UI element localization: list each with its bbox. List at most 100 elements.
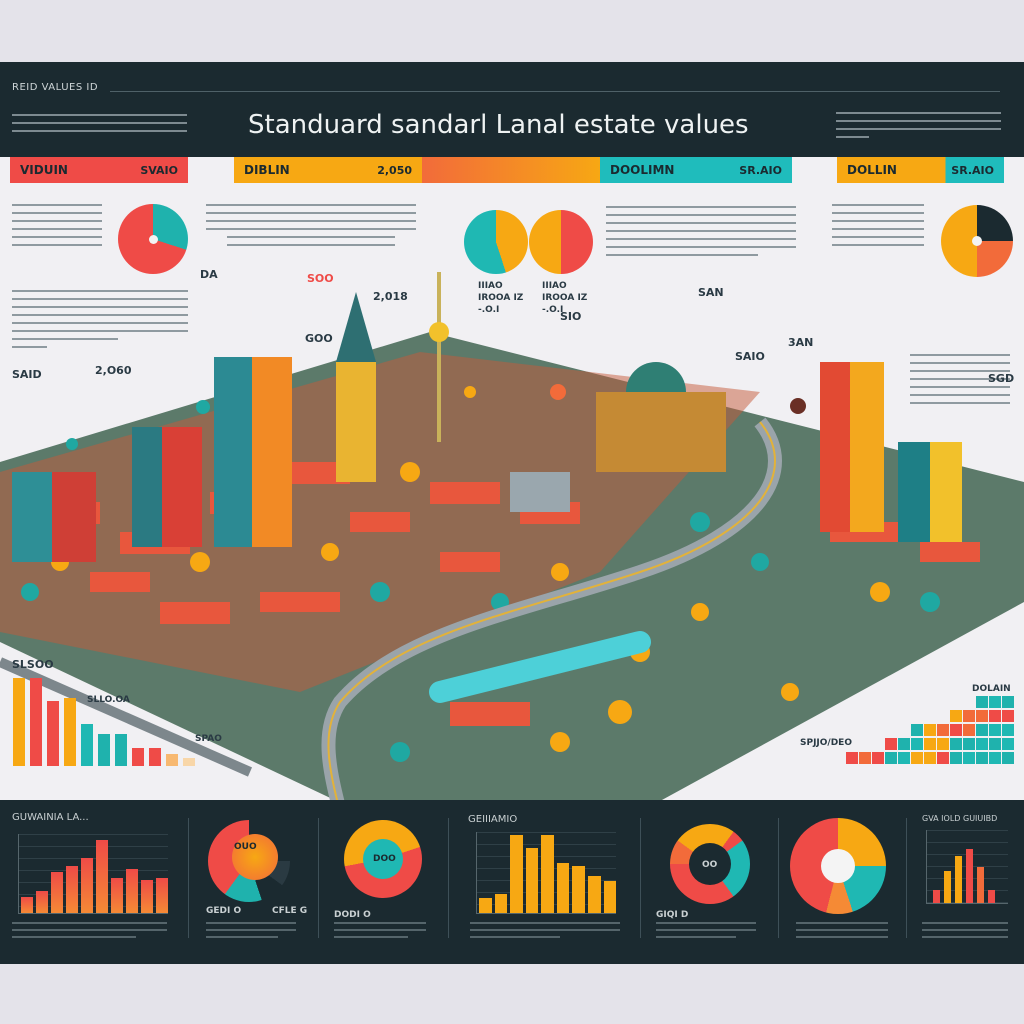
left-bar-chart	[13, 678, 195, 766]
bar	[98, 734, 110, 766]
footer-panel7-text	[922, 922, 1008, 943]
city-tabs: VIDUIN SVAIO DIBLIN 2,050 DOOLIMN SR.AIO DO…	[0, 157, 1024, 183]
bar	[132, 748, 144, 766]
city-map-illustration	[0, 272, 1024, 812]
footer-donut-3-sub: GIQI D	[656, 910, 689, 920]
footer-panel5-text	[656, 922, 756, 943]
footer-donut-1-sub: GEDI O	[206, 906, 242, 916]
left-pie-chart	[118, 204, 188, 274]
footer-panel6-title: GVA IOLD GUIUIBD	[922, 814, 998, 823]
footer-panel1-text	[12, 922, 167, 943]
tab-4[interactable]: DOLLIN SR.AIO	[837, 157, 1004, 183]
tab-3[interactable]: DOOLIMN SR.AIO	[600, 157, 792, 183]
tab-2[interactable]: DIBLIN 2,050	[234, 157, 422, 183]
infographic-poster: REID VALUES ID Standuard sandarl Lanal e…	[0, 62, 1024, 964]
tab-value: SR.AIO	[739, 163, 782, 177]
price-label: SGD	[988, 372, 1015, 385]
left-bars-note: SPAO	[195, 734, 222, 744]
heat-note: SPJJO/DEO	[800, 738, 852, 748]
bar	[166, 753, 178, 766]
bar	[64, 698, 76, 766]
pie-b-caption: IIIAO IROOA IZ -.O.I	[542, 281, 588, 315]
footer-donut-3	[670, 824, 750, 904]
footer-donut-2-sub: DODI O	[334, 910, 371, 920]
footer-panel6-text	[796, 922, 888, 943]
center-left-text	[206, 204, 416, 252]
footer-dashboard: GUWAINIA LA... OUO GEDI O CFLE G DOO DOD…	[0, 800, 1024, 964]
marker-dot	[790, 398, 806, 414]
divider	[640, 818, 641, 938]
tab-divider-band	[422, 157, 602, 183]
header-eyebrow: REID VALUES ID	[12, 82, 99, 93]
footer-donut-3-center: OO	[702, 860, 718, 870]
footer-pie-4	[790, 818, 886, 914]
bar	[81, 723, 93, 766]
price-label: 3AN	[788, 336, 814, 349]
left-pie-label: DA	[200, 268, 218, 281]
header-left-text	[12, 114, 187, 138]
tab-value: SR.AIO	[951, 163, 994, 177]
heat-title: DOLAIN	[972, 684, 1011, 694]
right-pie-chart	[941, 205, 1013, 277]
tab-label: DOLLIN	[847, 163, 897, 177]
footer-panel2-text	[206, 922, 296, 943]
price-label: GOO	[305, 332, 333, 345]
footer-panel3-text	[334, 922, 426, 943]
footer-bar-chart-1	[18, 834, 168, 914]
bar	[13, 678, 25, 766]
price-label: SAN	[698, 286, 724, 299]
tab-value: SVAIO	[140, 163, 178, 177]
divider	[448, 818, 449, 938]
tab-value: 2,050	[377, 163, 412, 177]
bar	[30, 678, 42, 766]
divider	[188, 818, 189, 938]
tab-label: VIDUIN	[20, 163, 68, 177]
center-pie-a	[464, 210, 528, 274]
right-stats-text	[832, 204, 924, 252]
price-label: 2,018	[373, 290, 408, 303]
left-paragraph-text	[12, 290, 188, 354]
price-label: SAIO	[735, 350, 765, 363]
isometric-city-map	[0, 272, 1024, 812]
left-bars-title: SLSOO	[12, 658, 54, 671]
center-pie-b	[529, 210, 593, 274]
marker-dot	[196, 400, 210, 414]
left-bars-subtitle: SLLO.OA	[87, 695, 130, 705]
pie-a-caption: IIIAO IROOA IZ -.O.I	[478, 281, 524, 315]
divider	[778, 818, 779, 938]
footer-panel3-title: GEIIIAMIO	[468, 814, 518, 825]
tab-label: DIBLIN	[244, 163, 290, 177]
header-right-text	[836, 112, 1001, 144]
bar	[47, 700, 59, 766]
footer-panel4-text	[470, 922, 620, 943]
header-rule	[110, 91, 1000, 92]
bar	[115, 734, 127, 766]
price-label: SOO	[307, 272, 334, 285]
marker-dot	[550, 384, 566, 400]
price-label: SIO	[560, 310, 582, 323]
footer-donut-2	[344, 820, 422, 898]
divider	[318, 818, 319, 938]
bar	[149, 748, 161, 766]
left-stats-text	[12, 204, 102, 252]
page-title: Standuard sandarl Lanal estate values	[248, 110, 749, 140]
price-label: 2,O60	[95, 364, 132, 377]
tab-label: DOOLIMN	[610, 163, 675, 177]
footer-bar-chart-2	[476, 832, 617, 914]
footer-donut-1	[208, 820, 290, 902]
price-label: SAID	[12, 368, 42, 381]
center-right-text	[606, 206, 796, 262]
footer-donut-2-center: DOO	[373, 854, 396, 864]
marker-dot	[66, 438, 78, 450]
right-paragraph-text	[910, 354, 1010, 410]
footer-donut-1-center: OUO	[234, 842, 257, 852]
footer-panel1-title: GUWAINIA LA...	[12, 812, 89, 823]
footer-bar-chart-3	[926, 830, 1008, 904]
tab-1[interactable]: VIDUIN SVAIO	[10, 157, 188, 183]
heatmap-grid	[846, 696, 1016, 766]
marker-dot	[464, 386, 476, 398]
footer-donut-1-sub2: CFLE G	[272, 906, 308, 916]
divider	[906, 818, 907, 938]
header: REID VALUES ID Standuard sandarl Lanal e…	[0, 62, 1024, 157]
bar	[183, 758, 195, 766]
